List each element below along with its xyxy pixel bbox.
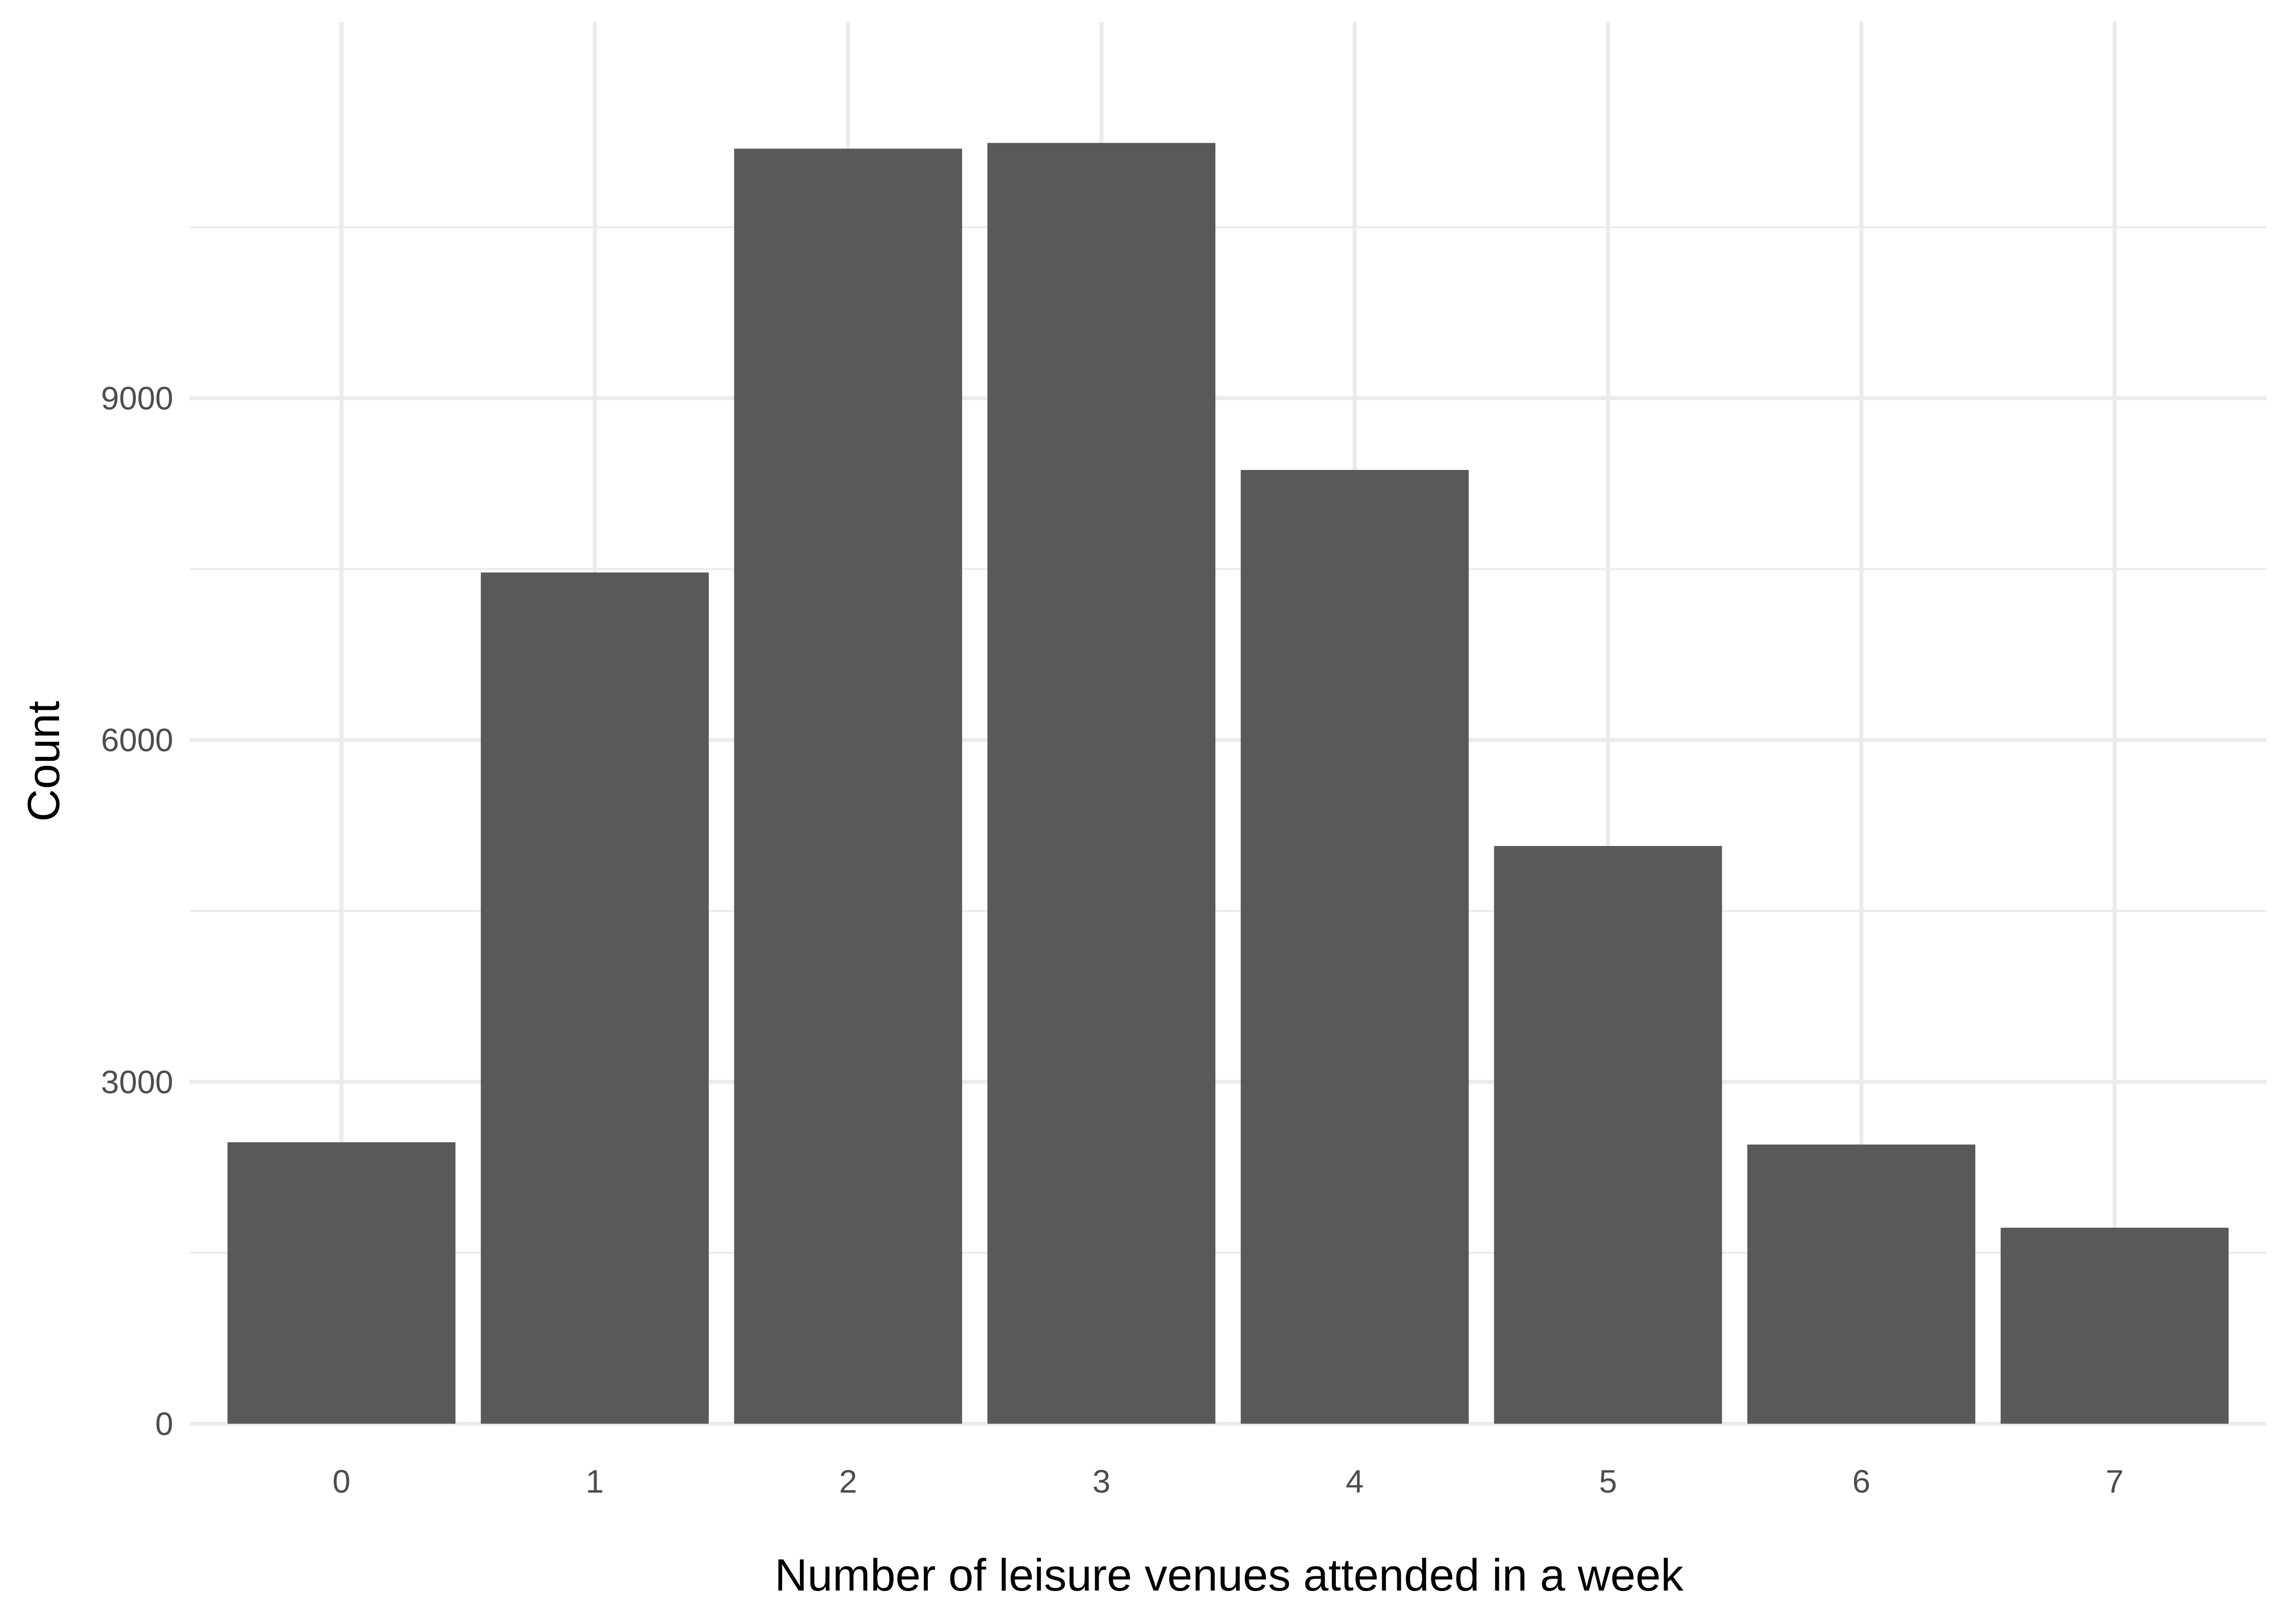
x-tick-label: 7 [2106,1463,2124,1499]
x-tick-label: 2 [839,1463,857,1499]
bars [227,143,2229,1424]
bar-2 [734,149,962,1424]
x-tick-label: 3 [1092,1463,1110,1499]
bar-6 [1747,1144,1976,1424]
y-tick-label: 9000 [101,380,173,416]
x-axis-ticks: 0 1 2 3 4 5 6 7 [332,1463,2123,1499]
y-axis-title: Count [19,701,69,822]
x-tick-label: 0 [332,1463,350,1499]
x-tick-label: 5 [1599,1463,1617,1499]
bar-5 [1494,846,1722,1424]
bar-1 [480,572,709,1424]
y-tick-label: 3000 [101,1063,173,1100]
x-tick-label: 6 [1852,1463,1870,1499]
y-tick-label: 6000 [101,722,173,758]
bar-4 [1240,469,1469,1424]
x-tick-label: 1 [586,1463,604,1499]
x-tick-label: 4 [1346,1463,1364,1499]
bar-0 [227,1142,456,1424]
bar-3 [987,143,1216,1424]
y-axis-ticks: 0 3000 6000 9000 [101,380,173,1442]
x-axis-title: Number of leisure venues attended in a w… [775,1550,1684,1600]
bar-7 [2000,1227,2229,1424]
y-tick-label: 0 [155,1405,173,1442]
